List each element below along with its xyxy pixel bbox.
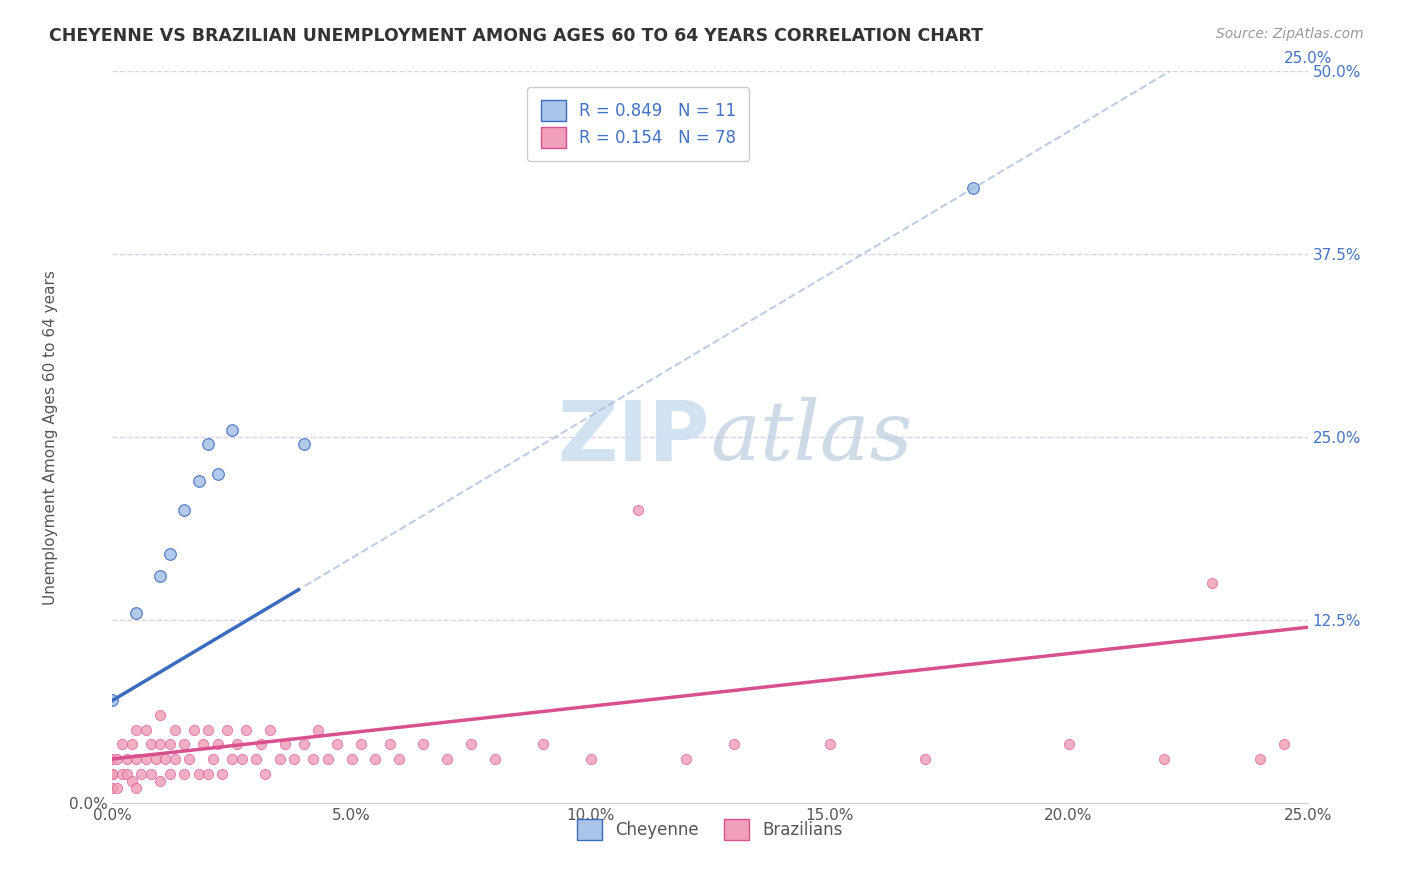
Point <box>121 737 143 751</box>
Point <box>316 752 339 766</box>
Point <box>159 766 181 780</box>
Point <box>235 723 257 737</box>
Point <box>627 503 650 517</box>
Point <box>675 752 697 766</box>
Point <box>1249 752 1271 766</box>
Point <box>221 423 243 437</box>
Point <box>211 766 233 780</box>
Point <box>1153 752 1175 766</box>
Point <box>326 737 349 751</box>
Point <box>1272 737 1295 751</box>
Point <box>149 737 172 751</box>
Point <box>283 752 305 766</box>
Point <box>388 752 411 766</box>
Point <box>153 752 176 766</box>
Point <box>149 569 172 583</box>
Point <box>101 766 124 780</box>
Point <box>1057 737 1080 751</box>
Point <box>125 606 148 620</box>
Point <box>139 737 162 751</box>
Text: atlas: atlas <box>710 397 912 477</box>
Point <box>125 781 148 796</box>
Point <box>135 752 157 766</box>
Point <box>723 737 745 751</box>
Point <box>254 766 277 780</box>
Point <box>307 723 329 737</box>
Point <box>225 737 247 751</box>
Point <box>101 752 124 766</box>
Point <box>340 752 363 766</box>
Point <box>101 766 124 780</box>
Point <box>197 437 219 451</box>
Point <box>173 503 195 517</box>
Point <box>159 737 181 751</box>
Point <box>818 737 841 751</box>
Point <box>197 766 219 780</box>
Point <box>231 752 253 766</box>
Point <box>292 737 315 751</box>
Point <box>139 766 162 780</box>
Point <box>217 723 239 737</box>
Point <box>187 766 209 780</box>
Point <box>111 766 134 780</box>
Point <box>101 693 124 707</box>
Point <box>292 437 315 451</box>
Point <box>201 752 224 766</box>
Y-axis label: Unemployment Among Ages 60 to 64 years: Unemployment Among Ages 60 to 64 years <box>42 269 58 605</box>
Point <box>105 781 128 796</box>
Point <box>183 723 205 737</box>
Point <box>531 737 554 751</box>
Point <box>121 773 143 788</box>
Text: ZIP: ZIP <box>558 397 710 477</box>
Point <box>273 737 295 751</box>
Point <box>245 752 267 766</box>
Legend: Cheyenne, Brazilians: Cheyenne, Brazilians <box>564 806 856 853</box>
Point <box>163 723 186 737</box>
Point <box>115 766 138 780</box>
Point <box>436 752 458 766</box>
Point <box>412 737 434 751</box>
Point <box>193 737 215 751</box>
Point <box>135 723 157 737</box>
Point <box>197 723 219 737</box>
Point <box>914 752 936 766</box>
Point <box>163 752 186 766</box>
Point <box>149 773 172 788</box>
Point <box>177 752 200 766</box>
Point <box>207 467 229 481</box>
Point <box>302 752 325 766</box>
Point <box>460 737 482 751</box>
Point <box>207 737 229 751</box>
Point <box>125 752 148 766</box>
Point <box>173 737 195 751</box>
Point <box>364 752 387 766</box>
Point <box>484 752 506 766</box>
Point <box>579 752 602 766</box>
Point <box>101 781 124 796</box>
Point <box>1201 576 1223 591</box>
Point <box>249 737 271 751</box>
Text: CHEYENNE VS BRAZILIAN UNEMPLOYMENT AMONG AGES 60 TO 64 YEARS CORRELATION CHART: CHEYENNE VS BRAZILIAN UNEMPLOYMENT AMONG… <box>49 27 983 45</box>
Point <box>145 752 167 766</box>
Point <box>159 547 181 561</box>
Point <box>115 752 138 766</box>
Point <box>187 474 209 488</box>
Point <box>378 737 401 751</box>
Point <box>129 766 152 780</box>
Point <box>350 737 373 751</box>
Point <box>173 766 195 780</box>
Point <box>105 752 128 766</box>
Point <box>269 752 291 766</box>
Point <box>259 723 281 737</box>
Point <box>962 181 984 195</box>
Point <box>125 723 148 737</box>
Point <box>221 752 243 766</box>
Point <box>111 737 134 751</box>
Text: Source: ZipAtlas.com: Source: ZipAtlas.com <box>1216 27 1364 41</box>
Point <box>149 708 172 723</box>
